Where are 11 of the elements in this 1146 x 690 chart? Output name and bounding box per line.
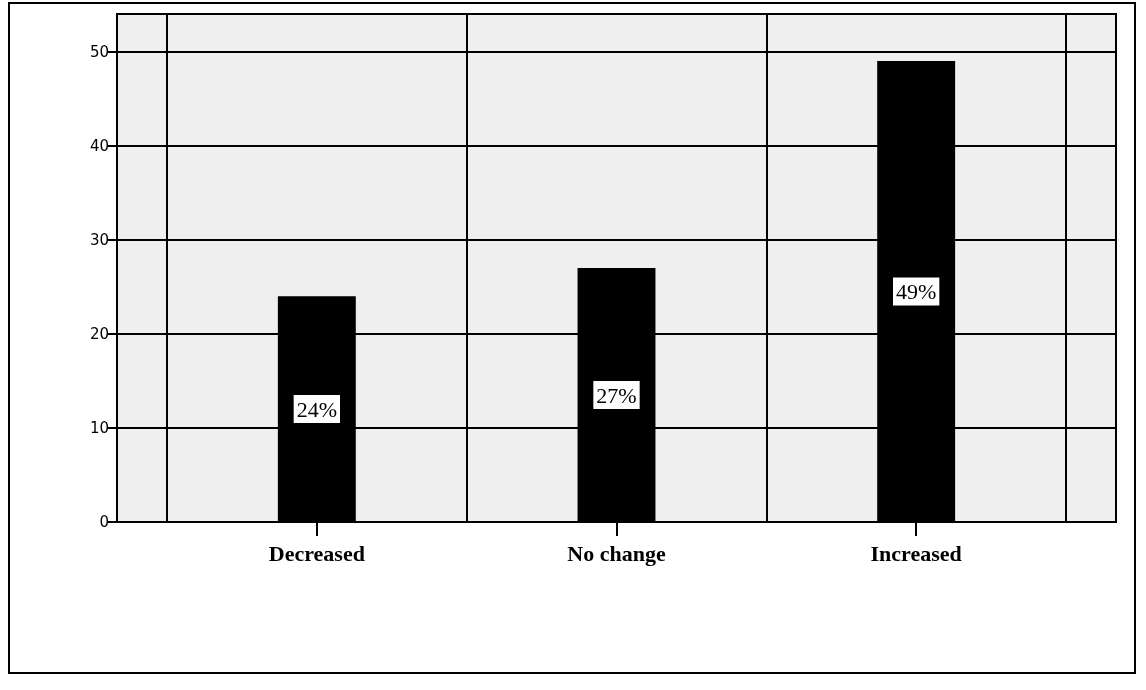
x-tick-label: No change (567, 540, 666, 566)
y-tick-label: 40 (89, 136, 109, 155)
data-label: 27% (596, 382, 637, 408)
y-tick-label: 30 (89, 230, 109, 249)
y-tick-label: 50 (89, 42, 109, 61)
y-tick-label: 20 (89, 324, 109, 343)
x-tick-label: Increased (870, 540, 962, 566)
data-label: 49% (896, 279, 937, 305)
data-label: 24% (296, 396, 337, 422)
y-tick-label: 10 (89, 418, 109, 437)
x-tick-label: Decreased (268, 540, 365, 566)
